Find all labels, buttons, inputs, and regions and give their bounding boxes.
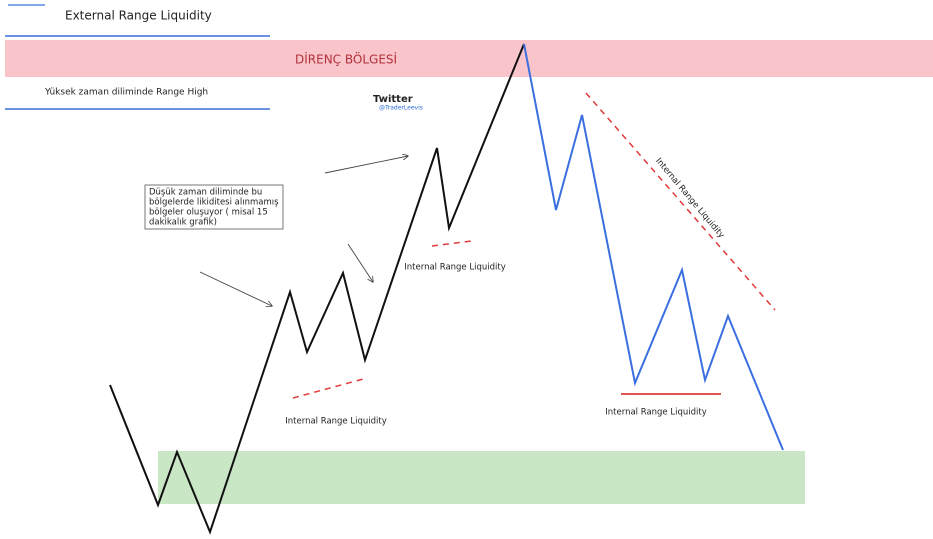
resistance-zone <box>5 40 933 77</box>
arrow <box>324 156 408 174</box>
label: Internal Range Liquidity <box>404 263 505 273</box>
liquidity-line <box>431 240 473 247</box>
liquidity-line <box>585 92 776 311</box>
label: Internal Range Liquidity <box>285 417 386 427</box>
liquidity-line <box>292 377 368 399</box>
title: External Range Liquidity <box>65 9 212 23</box>
zone-label: DİRENÇ BÖLGESİ <box>295 51 397 67</box>
price-path-down <box>523 43 784 451</box>
label: Internal Range Liquidity <box>605 408 706 418</box>
note-line: bölgelerde likiditesi alınmamış <box>149 198 279 208</box>
subtitle: Yüksek zaman diliminde Range High <box>44 88 208 98</box>
note-line: Düşük zaman diliminde bu <box>149 188 262 198</box>
arrow <box>347 243 373 282</box>
credit-platform: Twitter <box>373 94 413 105</box>
arrow <box>199 271 272 306</box>
price-path-up <box>109 43 525 535</box>
note-box <box>144 184 284 230</box>
note-line: dakikalık grafik) <box>149 218 217 228</box>
note-line: bölgeler oluşuyor ( misal 15 <box>149 208 268 218</box>
credit-handle: @TraderLeevis <box>379 105 423 112</box>
support-zone <box>158 451 805 504</box>
